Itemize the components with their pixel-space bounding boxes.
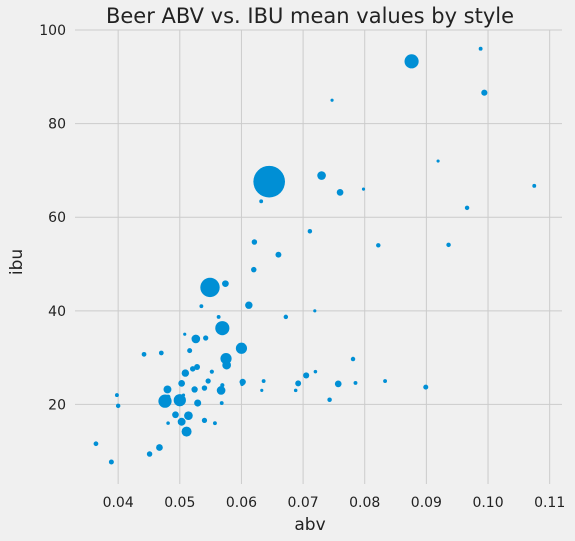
data-point [283,314,289,320]
x-tick-label: 0.10 [472,495,503,511]
data-point [327,397,332,402]
data-point [261,379,266,383]
data-point [313,309,317,313]
data-point [240,382,244,387]
data-point [201,417,208,423]
x-tick-label: 0.11 [534,495,565,511]
plot-area [75,30,562,484]
y-tick-label: 80 [48,117,66,133]
data-point [260,388,264,392]
data-point [190,366,196,372]
data-point [199,304,204,309]
data-point [181,426,192,437]
data-point [275,251,282,258]
data-point [446,242,451,248]
data-point [201,385,208,391]
x-tick-label: 0.06 [226,495,257,511]
data-point [205,378,211,384]
data-point [330,98,334,102]
data-point [114,393,119,398]
data-point [173,394,186,407]
data-point [187,348,193,354]
data-point [464,205,470,211]
data-point [353,380,358,385]
data-point [158,350,164,356]
data-point [216,386,226,395]
data-point [166,421,170,425]
x-tick-label: 0.05 [164,495,195,511]
data-point [156,444,163,451]
data-point [532,183,537,188]
y-axis-ticks: 20 40 60 80 100 [39,23,66,413]
data-point [181,393,186,397]
data-point [222,360,231,370]
x-tick-label: 0.04 [103,495,134,511]
y-tick-label: 100 [39,23,66,39]
data-point [245,301,253,309]
data-point [165,394,171,400]
data-point [317,171,326,180]
data-point [215,321,230,336]
data-point [307,229,313,234]
data-point [295,380,302,387]
x-tick-label: 0.08 [349,495,380,511]
y-tick-label: 20 [48,397,66,413]
data-point [200,277,220,298]
data-point [220,352,232,365]
y-tick-label: 40 [48,304,66,320]
data-point [115,403,121,409]
data-point [184,411,193,420]
data-point [481,89,488,96]
data-point [313,369,318,374]
data-point [436,159,440,163]
data-point [251,266,257,273]
data-point [177,417,186,426]
x-axis-ticks: 0.04 0.05 0.06 0.07 0.08 0.09 0.10 0.11 [103,495,566,511]
data-point [336,189,344,196]
data-point [194,364,201,370]
data-point [293,388,298,393]
data-point [216,314,221,319]
y-tick-label: 60 [48,210,66,226]
data-point [146,451,153,457]
x-axis-label: abv [294,515,325,535]
chart-title: Beer ABV vs. IBU mean values by style [106,4,514,28]
data-point [220,383,225,388]
data-point [251,239,258,245]
data-point [141,351,147,357]
data-point [183,332,187,336]
data-point [212,421,217,426]
data-point [404,54,419,69]
data-point [350,356,356,362]
data-point [194,399,202,407]
x-tick-label: 0.07 [288,495,319,511]
data-point [191,386,198,393]
data-point [108,459,114,465]
y-axis-label: ibu [7,249,27,275]
data-point [191,334,201,344]
data-point [303,372,310,379]
data-point [163,385,172,394]
data-point [253,165,285,198]
data-point [181,369,188,376]
grid [75,29,562,484]
data-point [93,441,99,447]
data-point [423,384,429,390]
data-point [222,280,229,288]
data-point [383,379,388,383]
data-points [93,46,537,465]
data-point [478,46,483,51]
data-point [259,199,264,204]
data-point [376,243,381,248]
data-point [203,335,209,341]
data-point [361,187,366,191]
data-point [178,380,186,387]
data-point [209,369,214,374]
x-tick-label: 0.09 [411,495,442,511]
data-point [235,342,248,354]
data-point [334,380,342,388]
data-point [172,411,179,419]
data-point [219,401,224,405]
